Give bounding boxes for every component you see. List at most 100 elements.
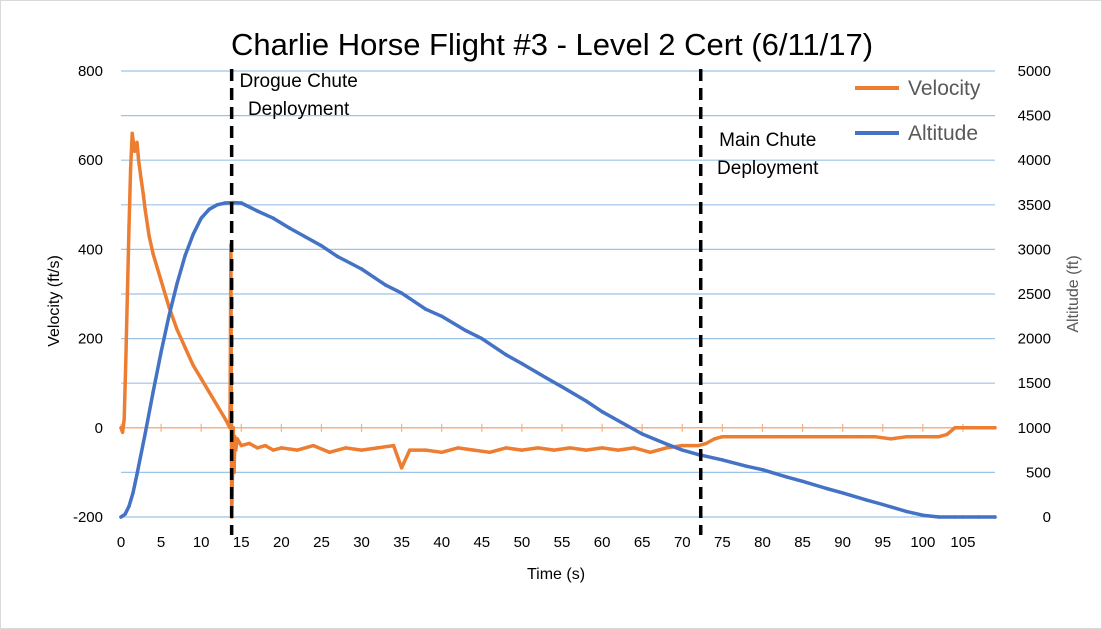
velocity-point	[120, 430, 125, 434]
altitude-point	[167, 313, 171, 318]
y2-tick-label: 4000	[1018, 152, 1051, 169]
velocity-point	[808, 435, 813, 439]
velocity-point	[175, 328, 179, 332]
x-tick-label: 60	[594, 534, 611, 551]
x-tick-label: 30	[353, 534, 370, 551]
altitude-point	[504, 353, 508, 357]
velocity-point	[247, 441, 251, 446]
velocity-point	[584, 448, 588, 452]
altitude-point	[905, 509, 909, 514]
x-axis-label: Time (s)	[527, 566, 585, 583]
altitude-point	[464, 328, 468, 333]
y2-tick-label: 1000	[1018, 420, 1051, 437]
y-tick-label: 400	[78, 241, 103, 258]
velocity-point	[141, 194, 146, 198]
y2-tick-label: 2000	[1018, 331, 1051, 348]
annotation-layer: Drogue Chute Deployment Main Chute Deployme…	[229, 69, 819, 535]
altitude-point	[303, 235, 308, 239]
velocity-point	[760, 435, 765, 439]
velocity-point	[343, 446, 348, 450]
altitude-point	[720, 458, 725, 462]
altitude-point	[183, 253, 187, 258]
velocity-point	[125, 292, 130, 296]
legend-label: Velocity	[908, 77, 981, 100]
velocity-point	[228, 426, 232, 430]
altitude-point	[680, 448, 684, 452]
y2-tick-label: 1500	[1018, 375, 1051, 392]
y2-tick-label: 2500	[1018, 286, 1051, 303]
velocity-point	[456, 446, 460, 450]
velocity-point	[223, 417, 227, 421]
velocity-point	[147, 234, 151, 238]
y2-tick-label: 3500	[1018, 197, 1051, 214]
velocity-point	[961, 426, 965, 430]
velocity-point	[536, 446, 540, 450]
velocity-point	[424, 448, 428, 452]
altitude-point	[151, 390, 155, 394]
annotation-line1: Main Chute	[719, 130, 816, 151]
velocity-point	[271, 448, 275, 452]
altitude-point	[600, 410, 604, 414]
legend: Velocity Altitude	[855, 77, 981, 145]
velocity-point	[616, 448, 620, 452]
velocity-point	[680, 443, 684, 448]
velocity-point	[215, 403, 219, 408]
velocity-point	[977, 426, 981, 430]
annotation-line2: Deployment	[717, 158, 819, 179]
y2-tick-label: 3000	[1018, 241, 1051, 258]
x-tick-label: 80	[754, 534, 771, 551]
velocity-point	[720, 435, 725, 439]
velocity-point	[857, 435, 861, 439]
x-tick-label: 40	[433, 534, 450, 551]
velocity-point	[399, 466, 404, 470]
altitude-point	[664, 442, 668, 446]
altitude-point	[424, 307, 428, 311]
altitude-point	[335, 254, 340, 259]
y-tick-label: 800	[78, 63, 103, 80]
x-tick-label: 15	[233, 534, 250, 551]
y-tick-label: 0	[95, 420, 103, 437]
y2-tick-label: 0	[1043, 509, 1051, 526]
altitude-point	[921, 513, 925, 517]
velocity-point	[199, 377, 203, 381]
y-tick-labels: -200 0 200 400 600 800	[73, 63, 103, 526]
velocity-point	[993, 426, 997, 430]
velocity-point	[234, 448, 238, 452]
velocity-point	[440, 450, 444, 454]
series-layer	[119, 131, 997, 519]
y2-tick-label: 500	[1026, 464, 1051, 481]
y2-tick-labels: 0 500 1000 1500 2000 2500 3000 3500 4000 4500 5000	[1018, 63, 1051, 526]
chart-title: Charlie Horse Flight #3 - Level 2 Cert (…	[231, 27, 873, 62]
velocity-point	[151, 252, 155, 256]
velocity-point	[873, 435, 877, 439]
y-tick-label: 600	[78, 152, 103, 169]
altitude-point	[784, 475, 789, 479]
altitude-point	[159, 350, 163, 354]
velocity-point	[143, 207, 147, 211]
velocity-point	[937, 435, 941, 439]
velocity-point	[235, 437, 239, 441]
velocity-point	[744, 435, 749, 439]
x-tick-label: 65	[634, 534, 651, 551]
altitude-point	[800, 479, 805, 483]
velocity-point	[159, 278, 163, 283]
velocity-point	[119, 426, 123, 430]
altitude-point	[824, 486, 829, 491]
x-tick-label: 5	[157, 534, 165, 551]
x-tick-label: 50	[514, 534, 531, 551]
altitude-point	[937, 515, 941, 519]
altitude-point	[359, 267, 364, 271]
velocity-point	[600, 446, 604, 450]
x-tick-label: 85	[794, 534, 811, 551]
velocity-point	[124, 359, 128, 363]
altitude-point	[223, 201, 227, 205]
velocity-point	[135, 140, 139, 145]
velocity-point	[132, 149, 137, 153]
x-tick-label: 100	[910, 534, 935, 551]
y2-axis-label: Altitude (ft)	[1065, 255, 1082, 332]
y-tick-label: -200	[73, 509, 103, 526]
velocity-point	[263, 443, 267, 448]
velocity-point	[359, 448, 364, 452]
altitude-point	[841, 491, 845, 495]
